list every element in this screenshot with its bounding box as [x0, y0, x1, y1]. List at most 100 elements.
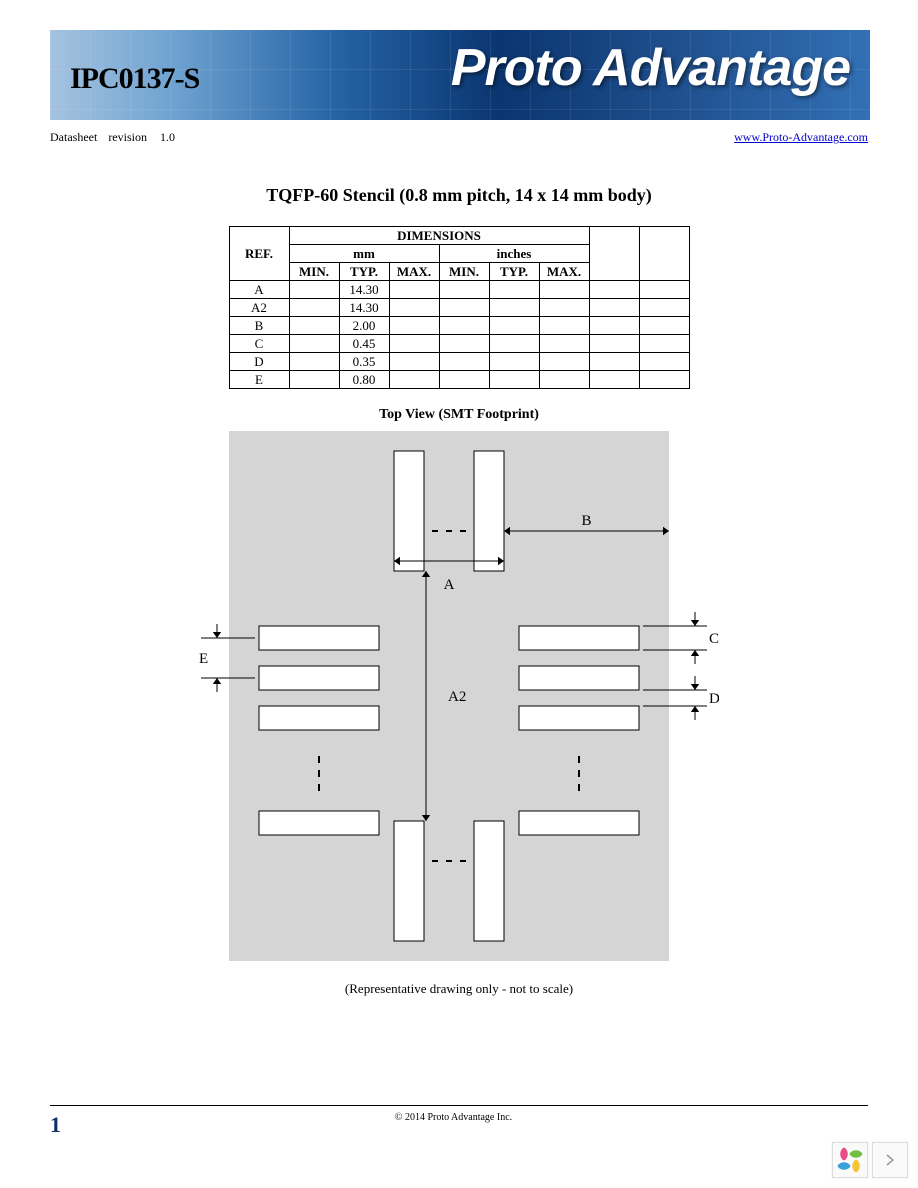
logo-box[interactable] [832, 1142, 868, 1178]
page-number: 1 [50, 1112, 61, 1138]
table-cell: 0.35 [339, 353, 389, 371]
next-button[interactable] [872, 1142, 908, 1178]
diagram-note: (Representative drawing only - not to sc… [50, 981, 868, 997]
website-link[interactable]: www.Proto-Advantage.com [734, 130, 868, 144]
svg-text:E: E [199, 651, 208, 667]
table-cell [439, 281, 489, 299]
revision-label: revision [108, 130, 147, 144]
petals-icon [839, 1149, 861, 1171]
table-ref-cell: A2 [229, 299, 289, 317]
table-cell [439, 353, 489, 371]
table-ref-cell: E [229, 371, 289, 389]
col-in-typ: TYP. [489, 263, 539, 281]
table-row: E 0.80 [229, 371, 689, 389]
table-cell [589, 335, 639, 353]
table-header-ref: REF. [229, 227, 289, 281]
table-blank-col-1 [589, 227, 639, 281]
table-ref-cell: C [229, 335, 289, 353]
table-row: D 0.35 [229, 353, 689, 371]
table-cell [489, 299, 539, 317]
table-cell [589, 353, 639, 371]
table-cell [489, 371, 539, 389]
footprint-diagram: A B A2 C D E [199, 431, 719, 971]
table-cell [389, 317, 439, 335]
meta-right: www.Proto-Advantage.com [734, 130, 868, 145]
table-row: B 2.00 [229, 317, 689, 335]
table-cell: 0.45 [339, 335, 389, 353]
table-cell: 0.80 [339, 371, 389, 389]
table-row: A 14.30 [229, 281, 689, 299]
table-ref-cell: B [229, 317, 289, 335]
table-cell [589, 281, 639, 299]
table-cell [489, 281, 539, 299]
corner-widget [832, 1142, 908, 1178]
table-header-dimensions: DIMENSIONS [289, 227, 589, 245]
meta-row: Datasheet revision 1.0 www.Proto-Advanta… [50, 130, 868, 145]
table-cell [389, 281, 439, 299]
table-cell: 14.30 [339, 299, 389, 317]
table-cell [439, 299, 489, 317]
diagram-subtitle: Top View (SMT Footprint) [50, 407, 868, 423]
table-cell: 2.00 [339, 317, 389, 335]
datasheet-label: Datasheet [50, 130, 97, 144]
copyright-text: © 2014 Proto Advantage Inc. [395, 1112, 512, 1123]
table-cell [389, 371, 439, 389]
col-in-min: MIN. [439, 263, 489, 281]
svg-text:A: A [444, 577, 455, 593]
table-unit-mm: mm [289, 245, 439, 263]
table-cell [639, 299, 689, 317]
table-cell [589, 317, 639, 335]
table-cell [439, 371, 489, 389]
page-footer: 1 © 2014 Proto Advantage Inc. [50, 1105, 868, 1138]
table-cell [539, 299, 589, 317]
table-row: A2 14.30 [229, 299, 689, 317]
table-cell [439, 335, 489, 353]
table-cell [539, 335, 589, 353]
table-cell [539, 353, 589, 371]
table-cell [539, 371, 589, 389]
svg-text:C: C [709, 631, 719, 647]
table-cell [439, 317, 489, 335]
table-cell [289, 371, 339, 389]
table-cell [289, 281, 339, 299]
table-cell [489, 353, 539, 371]
table-cell [389, 353, 439, 371]
dimensions-table: REF. DIMENSIONS mm inches MIN. TYP. MAX.… [229, 226, 690, 389]
brand-name: Proto Advantage [451, 38, 850, 98]
col-mm-typ: TYP. [339, 263, 389, 281]
revision-value: 1.0 [160, 130, 175, 144]
table-cell [639, 353, 689, 371]
table-cell [589, 371, 639, 389]
table-ref-cell: A [229, 281, 289, 299]
svg-text:A2: A2 [448, 689, 466, 705]
svg-text:B: B [581, 513, 591, 529]
table-cell [289, 353, 339, 371]
table-cell [389, 299, 439, 317]
table-blank-col-2 [639, 227, 689, 281]
table-cell [639, 335, 689, 353]
col-mm-max: MAX. [389, 263, 439, 281]
header-banner: IPC0137-S Proto Advantage [50, 30, 870, 120]
col-in-max: MAX. [539, 263, 589, 281]
table-row: C 0.45 [229, 335, 689, 353]
table-unit-inches: inches [439, 245, 589, 263]
table-ref-cell: D [229, 353, 289, 371]
meta-left: Datasheet revision 1.0 [50, 130, 175, 145]
table-cell [289, 317, 339, 335]
copyright-small [61, 1125, 846, 1133]
table-cell [539, 317, 589, 335]
table-cell [389, 335, 439, 353]
table-cell [639, 371, 689, 389]
table-cell: 14.30 [339, 281, 389, 299]
table-cell [289, 299, 339, 317]
table-cell [589, 299, 639, 317]
table-cell [289, 335, 339, 353]
chevron-right-icon [885, 1153, 895, 1167]
table-cell [639, 281, 689, 299]
table-cell [489, 317, 539, 335]
svg-text:D: D [709, 691, 719, 707]
table-cell [539, 281, 589, 299]
part-number: IPC0137-S [70, 62, 199, 96]
col-mm-min: MIN. [289, 263, 339, 281]
table-cell [489, 335, 539, 353]
